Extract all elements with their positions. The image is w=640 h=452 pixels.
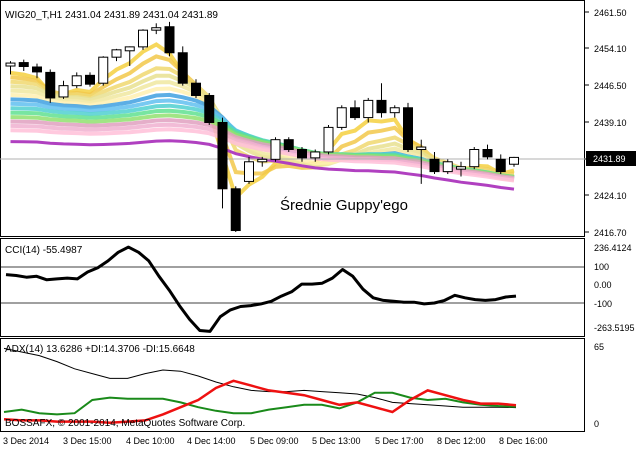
cci-tick: 236.4124 — [594, 243, 632, 253]
time-tick: 3 Dec 15:00 — [63, 436, 112, 446]
price-tick: 2416.70 — [594, 228, 627, 238]
adx-axis: 65 0 — [594, 342, 604, 429]
time-tick: 5 Dec 17:00 — [375, 436, 424, 446]
candle — [151, 23, 162, 35]
candle — [191, 79, 201, 98]
candlestick-series — [5, 21, 519, 232]
candle — [495, 154, 506, 175]
candle — [310, 149, 321, 162]
candle — [164, 21, 175, 57]
candle — [18, 59, 29, 71]
adx-line — [3, 347, 517, 409]
candle — [32, 63, 42, 79]
guppy-annotation: Średnie Guppy'ego — [280, 196, 408, 214]
cci-tick: 0.00 — [594, 280, 612, 290]
time-tick: 4 Dec 14:00 — [187, 436, 236, 446]
price-tick: 2446.50 — [594, 81, 627, 91]
cci-tick: -100 — [594, 299, 612, 309]
candle — [85, 72, 95, 87]
price-tick: 2454.10 — [594, 44, 627, 54]
time-axis: 3 Dec 2014 3 Dec 15:00 4 Dec 10:00 4 Dec… — [3, 436, 548, 446]
candle — [456, 161, 466, 177]
candle — [5, 61, 16, 75]
candle — [177, 46, 188, 86]
time-tick: 3 Dec 2014 — [3, 436, 49, 446]
candle — [217, 117, 228, 209]
candle — [111, 48, 122, 62]
adx-tick: 65 — [594, 342, 604, 352]
time-tick: 5 Dec 09:00 — [250, 436, 299, 446]
candle — [509, 156, 519, 167]
candle — [482, 144, 493, 160]
candle — [363, 97, 374, 123]
cci-axis: 236.4124 100 0.00 -100 -263.5195 — [590, 243, 635, 333]
candle — [283, 137, 294, 152]
time-tick: 8 Dec 12:00 — [437, 436, 486, 446]
candle — [138, 29, 148, 50]
candle — [124, 46, 135, 67]
candle — [469, 147, 480, 170]
candle — [416, 139, 427, 184]
candle — [350, 100, 360, 121]
candle — [336, 105, 347, 130]
candle — [297, 147, 307, 162]
time-tick: 8 Dec 16:00 — [499, 436, 548, 446]
candle — [257, 156, 268, 167]
adx-header: ADX(14) 13.6286 +DI:14.3706 -DI:15.6648 — [5, 344, 195, 355]
guppy-ema-line — [10, 73, 515, 179]
minus-di-line — [3, 379, 517, 425]
candle — [403, 102, 413, 152]
current-price-tag — [586, 151, 636, 166]
adx-panel-frame — [0, 338, 585, 432]
candle — [323, 124, 334, 155]
candle — [98, 56, 109, 86]
candle — [230, 186, 241, 232]
adx-tick: 0 — [594, 419, 599, 429]
plus-di-line — [3, 391, 517, 416]
candle — [45, 69, 56, 103]
watermark: BOSSAFX, © 2001-2014, MetaQuotes Softwar… — [5, 418, 245, 429]
candle — [71, 72, 82, 89]
cci-header: CCI(14) -55.4987 — [5, 245, 83, 256]
candle — [244, 156, 254, 184]
price-axis: 2461.50 2454.10 2446.50 2439.10 2424.10 … — [585, 8, 636, 238]
candle — [442, 159, 453, 175]
current-price-label: 2431.89 — [593, 154, 626, 164]
candle — [429, 151, 440, 175]
candle — [389, 105, 400, 118]
main-header: WIG20_T,H1 2431.04 2431.89 2431.04 2431.… — [5, 10, 218, 21]
cci-tick: -263.5195 — [594, 323, 635, 333]
candle — [376, 83, 387, 118]
candle — [270, 137, 281, 162]
cci-panel-frame — [0, 238, 585, 337]
price-tick: 2461.50 — [594, 8, 627, 18]
price-tick: 2424.10 — [594, 191, 627, 201]
cci-line — [5, 245, 517, 333]
time-tick: 5 Dec 13:00 — [312, 436, 361, 446]
candle — [58, 80, 69, 99]
time-tick: 4 Dec 10:00 — [126, 436, 175, 446]
cci-tick: 100 — [594, 262, 609, 272]
candle — [204, 93, 215, 125]
price-tick: 2439.10 — [594, 118, 627, 128]
